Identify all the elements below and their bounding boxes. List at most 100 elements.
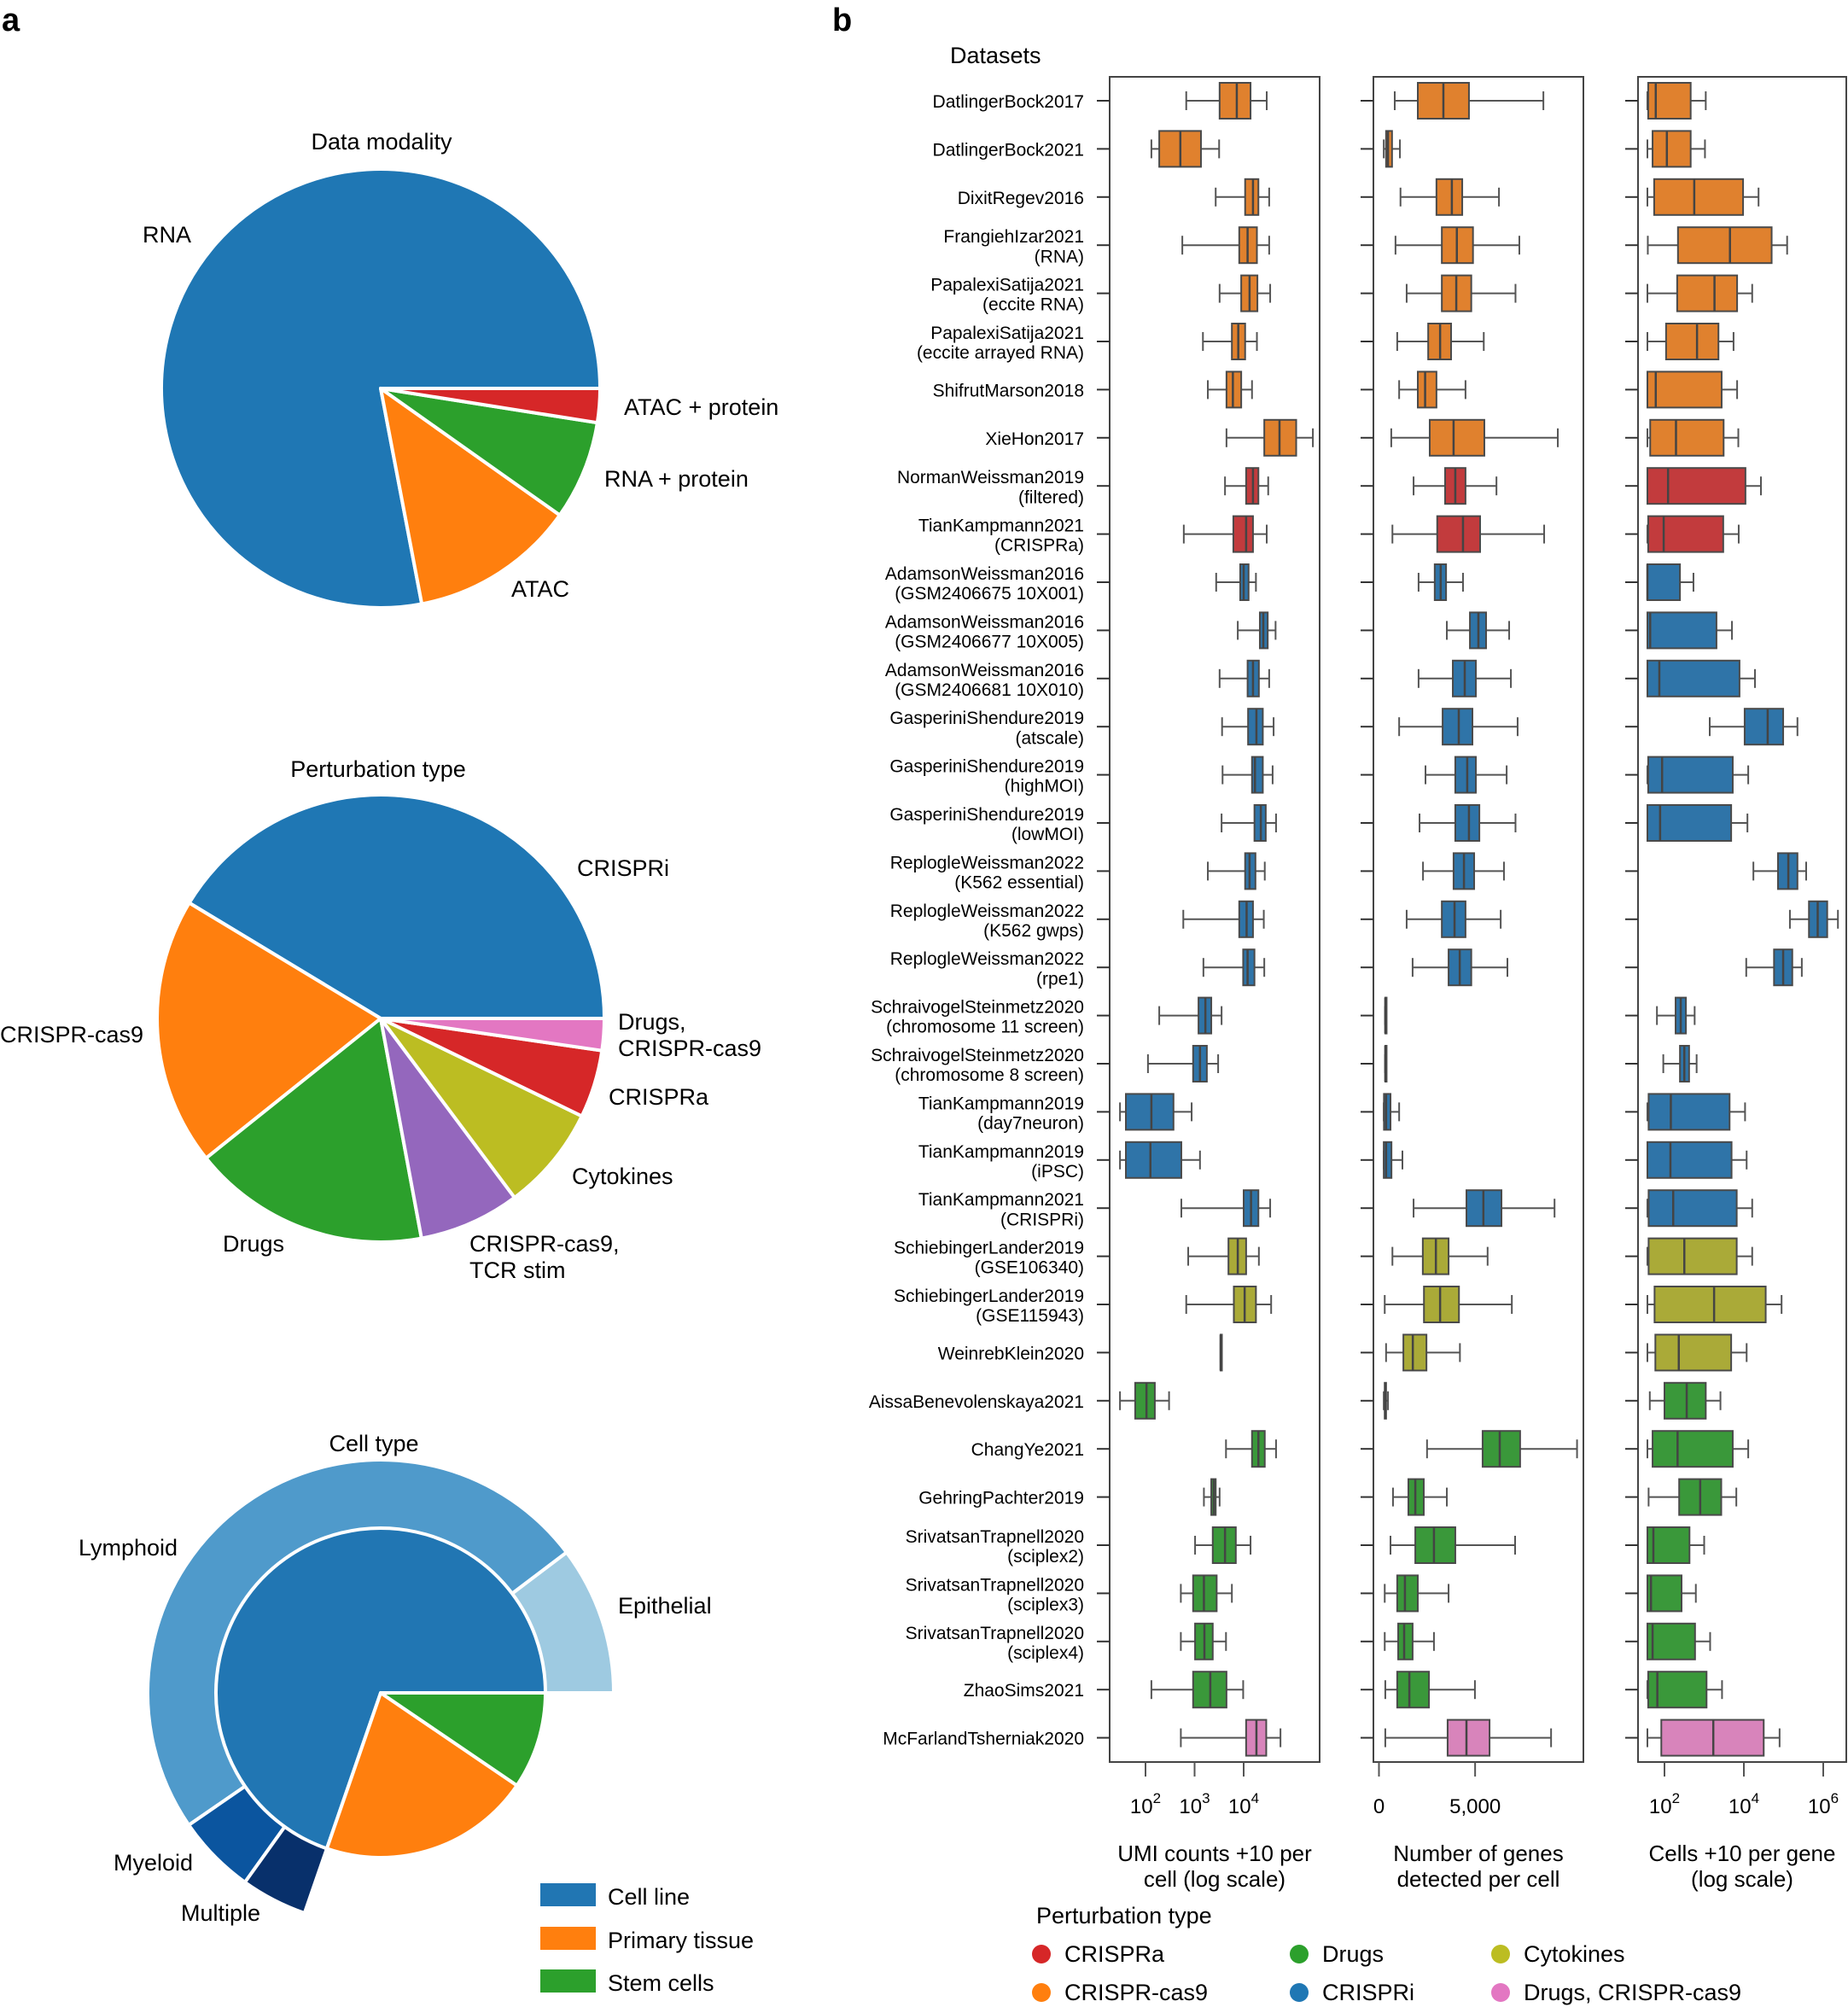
iqr-box — [1654, 1333, 1733, 1372]
iqr-box — [1676, 226, 1773, 265]
legend-marker-drugs-crispr-cas9 — [1491, 1983, 1510, 2002]
box-adamsonweissman2016-gsm2406681-10x010 — [1218, 659, 1270, 697]
label-line: CRISPR-cas9, — [469, 1231, 620, 1257]
dataset-name: GasperiniShendure2019 — [889, 757, 1084, 777]
data-modality-pie: Data modality RNA ATAC RNA + protein ATA… — [143, 129, 778, 610]
cell-type-legend: Cell line Primary tissue Stem cells — [540, 1883, 754, 1996]
label-line: TCR stim — [469, 1257, 565, 1283]
umi-axis-label: UMI counts +10 per cell (log scale) — [1117, 1841, 1312, 1892]
tick-base: 0 — [1373, 1795, 1385, 1818]
dataset-label: TianKampmann2021 (CRISPRi) — [918, 1190, 1084, 1229]
dataset-name: GasperiniShendure2019 — [889, 709, 1084, 728]
perturbation-type-pie: Perturbation type CRISPRi CRISPR-cas9 Dr… — [0, 756, 761, 1283]
iqr-box — [1664, 1381, 1707, 1420]
iqr-box — [1647, 563, 1682, 601]
dataset-name: ReplogleWeissman2022 — [890, 853, 1084, 872]
box-mcfarlandtsherniak2020 — [1384, 1718, 1553, 1757]
dataset-label: ReplogleWeissman2022 (rpe1) — [890, 949, 1084, 989]
iqr-box — [1743, 708, 1785, 746]
box-replogleweissman2022-rpe1 — [1411, 948, 1509, 987]
dataset-subtitle: (GSM2406675 10X001) — [895, 584, 1084, 604]
legend-marker-crispr-cas9 — [1032, 1983, 1051, 2002]
dataset-name: AdamsonWeissman2016 — [885, 612, 1084, 632]
box-schraivogelsteinmetz2020-chromosome-11-screen — [1158, 996, 1223, 1035]
dataset-name: PapalexiSatija2021 — [930, 324, 1084, 343]
x-tick-label: 102 — [1649, 1790, 1680, 1818]
axis-label-line: cell (log scale) — [1144, 1866, 1285, 1892]
box-normanweissman2019-filtered — [1413, 467, 1498, 505]
legend-title: Perturbation type — [1036, 1903, 1212, 1928]
tick-exponent: 2 — [1672, 1790, 1680, 1806]
box-shifrutmarson2018 — [1647, 371, 1739, 409]
perturbation-legend: Perturbation type CRISPRa Drugs Cytokines C… — [1032, 1903, 1741, 2005]
box-schiebingerlander2019-gse115943 — [1185, 1286, 1273, 1323]
box-adamsonweissman2016-gsm2406675-10x001 — [1646, 563, 1694, 601]
dataset-subtitle: (eccite arrayed RNA) — [917, 343, 1084, 363]
tick-base: 10 — [1728, 1795, 1752, 1818]
legend-label-crispra: CRISPRa — [1064, 1941, 1165, 1967]
legend-label-cytokines: Cytokines — [1524, 1941, 1625, 1967]
legend-marker-crispri — [1290, 1983, 1309, 2002]
box-tiankampmann2021-crispra — [1647, 515, 1740, 553]
legend-label-drugs-crispr-cas9: Drugs, CRISPR-cas9 — [1524, 1980, 1741, 2005]
box-tiankampmann2021-crispra — [1182, 515, 1268, 553]
dataset-name: SrivatsanTrapnell2020 — [906, 1575, 1084, 1595]
box-replogleweissman2022-k562-gwps — [1405, 900, 1502, 938]
iqr-box — [1423, 1286, 1460, 1323]
tick-base: 5,000 — [1449, 1795, 1501, 1818]
dataset-label: SchraivogelSteinmetz2020 (chromosome 11 s… — [871, 998, 1084, 1037]
box-xiehon2017 — [1225, 418, 1315, 457]
dataset-name: ChangYe2021 — [971, 1440, 1084, 1460]
box-schiebingerlander2019-gse106340 — [1647, 1237, 1753, 1275]
dataset-name: SchraivogelSteinmetz2020 — [871, 1046, 1084, 1065]
box-changye2021 — [1647, 1430, 1750, 1468]
dataset-name: TianKampmann2019 — [918, 1094, 1084, 1113]
dataset-name: GasperiniShendure2019 — [889, 805, 1084, 825]
dataset-subtitle: (chromosome 8 screen) — [895, 1065, 1084, 1085]
dataset-name: DixitRegev2016 — [958, 189, 1084, 208]
genes-panel: 0 5,000 Number of genes detected per cell — [1361, 76, 1584, 1892]
box-papalexisatija2021-eccite-arrayed-rna — [1202, 323, 1258, 360]
dataset-subtitle: (eccite RNA) — [982, 295, 1084, 315]
tick-exponent: 2 — [1153, 1790, 1161, 1806]
dataset-name: AdamsonWeissman2016 — [885, 661, 1084, 680]
iqr-box — [1134, 1381, 1156, 1420]
slice-drugs — [204, 1017, 423, 1244]
box-srivatsantrapnell2020-sciplex2 — [1390, 1526, 1517, 1564]
iqr-box — [1442, 708, 1473, 746]
box-frangiehizar2021-rna — [1181, 226, 1270, 265]
box-tiankampmann2019-day7neuron — [1383, 1093, 1401, 1131]
dataset-name: DatlingerBock2017 — [933, 92, 1084, 112]
inner-slice-cell-line — [214, 1526, 547, 1851]
slice-crispr-cas9-tcr-stim — [379, 1017, 516, 1240]
dataset-name: McFarlandTsherniak2020 — [883, 1730, 1084, 1749]
slice-crispr-cas9 — [155, 901, 382, 1160]
dataset-labels: DatlingerBock2017 DatlingerBock2021 DixitR… — [869, 92, 1084, 1749]
x-tick-label: 102 — [1130, 1790, 1161, 1818]
datasets-heading: Datasets — [950, 43, 1041, 68]
dataset-label: DatlingerBock2021 — [933, 140, 1084, 160]
iqr-box — [1454, 756, 1478, 794]
dataset-subtitle: (lowMOI) — [1011, 825, 1084, 844]
box-dixitregev2016 — [1399, 178, 1501, 216]
dataset-name: XieHon2017 — [985, 429, 1084, 449]
box-replogleweissman2022-k562-essential — [1207, 852, 1266, 890]
box-frangiehizar2021-rna — [1647, 226, 1788, 265]
box-mcfarlandtsherniak2020 — [1180, 1718, 1282, 1757]
dataset-name: SrivatsanTrapnell2020 — [906, 1624, 1084, 1643]
iqr-box — [1653, 1286, 1767, 1323]
dataset-name: AdamsonWeissman2016 — [885, 564, 1084, 584]
dataset-label: FrangiehIzar2021 (RNA) — [943, 227, 1084, 266]
dataset-subtitle: (iPSC) — [1031, 1162, 1084, 1182]
box-mcfarlandtsherniak2020 — [1647, 1718, 1781, 1757]
iqr-box — [1218, 82, 1252, 120]
slice-label-cytokines: Cytokines — [572, 1164, 673, 1189]
box-gasperinishendure2019-atscale — [1221, 708, 1275, 746]
box-datlingerbock2017 — [1185, 82, 1268, 120]
pie-title: Cell type — [329, 1431, 418, 1456]
box-srivatsantrapnell2020-sciplex3 — [1647, 1574, 1697, 1613]
box-aissabenevolenskaya2021 — [1383, 1381, 1390, 1420]
dataset-subtitle: (day7neuron) — [977, 1114, 1084, 1134]
